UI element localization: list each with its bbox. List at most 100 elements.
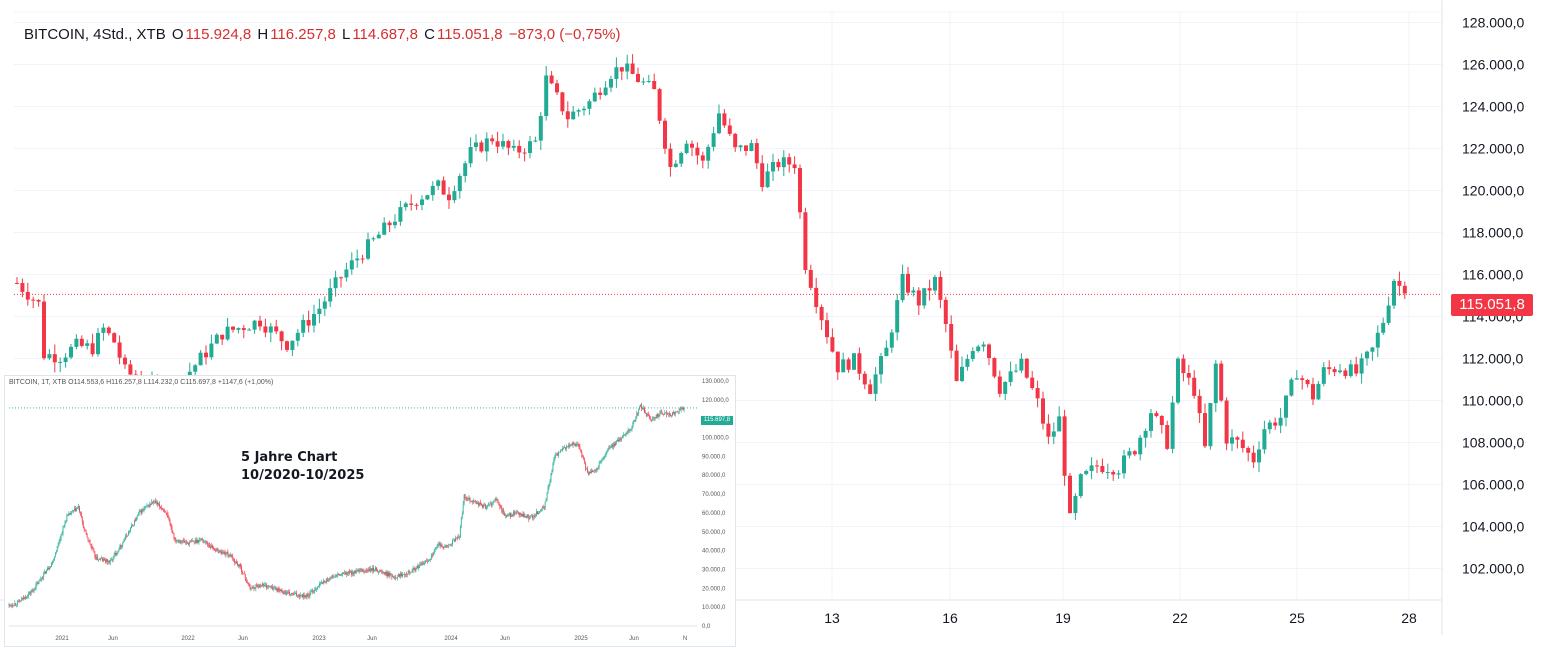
candle-body <box>781 157 786 168</box>
inset-candle-body <box>308 595 310 597</box>
inset-candle-body <box>235 561 237 563</box>
inset-candle-body <box>148 505 150 507</box>
inset-candle-body <box>370 568 372 572</box>
candle-body <box>376 234 381 239</box>
inset-candle-body <box>668 413 670 415</box>
inset-candle-body <box>409 572 411 573</box>
inset-candle-body <box>398 574 399 577</box>
inset-candle-body <box>236 561 237 563</box>
inset-candle-body <box>258 585 260 588</box>
inset-candle-body <box>189 541 191 542</box>
inset-x-tick-label: Jun <box>108 636 118 642</box>
inset-candle-body <box>375 567 376 571</box>
candle-body <box>922 288 927 306</box>
candle-body <box>1170 402 1175 449</box>
inset-candle-body <box>41 578 43 580</box>
inset-candle-body <box>105 559 106 562</box>
inset-candle-body <box>242 573 244 574</box>
inset-candle-body <box>635 417 637 421</box>
candle-body <box>290 340 295 350</box>
inset-candle-body <box>58 541 60 544</box>
inset-candle-body <box>43 573 45 579</box>
inset-candle-body <box>245 578 247 581</box>
candle-body <box>663 120 667 149</box>
inset-candle-body <box>234 559 236 563</box>
inset-candle-body <box>284 591 286 593</box>
high-key: H <box>257 26 269 43</box>
inset-candlestick-chart: 0,0 10.000,0 20.000,0 30.000,0 40.000,0 50.00… <box>8 379 729 642</box>
inset-candle-body <box>99 558 101 560</box>
inset-candle-body <box>633 420 635 422</box>
candle-body <box>517 145 522 153</box>
inset-candle-body <box>470 500 472 502</box>
inset-candle-body <box>238 565 239 567</box>
candle-body <box>42 301 46 359</box>
inset-candle-body <box>225 553 227 555</box>
inset-candle-body <box>681 407 683 409</box>
candle-body <box>69 346 73 358</box>
inset-candle-body <box>464 494 466 498</box>
inset-candle-body <box>101 558 102 560</box>
candle-body <box>1278 417 1283 426</box>
inset-candle-body <box>463 494 465 504</box>
candle-body <box>690 143 694 148</box>
candle-body <box>938 276 943 300</box>
inset-candle-body <box>135 517 137 522</box>
inset-candle-body <box>474 500 476 502</box>
inset-candle-body <box>394 577 396 579</box>
inset-y-tick-label: 20.000,0 <box>702 586 726 592</box>
x-tick-label: 19 <box>1055 610 1071 626</box>
candle-body <box>1159 416 1164 426</box>
inset-candle-body <box>329 577 331 581</box>
inset-candle-body <box>642 408 643 410</box>
inset-candle-body <box>299 594 301 597</box>
inset-candle-body <box>37 583 39 585</box>
inset-candle-body <box>493 500 495 502</box>
inset-candle-body <box>129 531 130 532</box>
inset-candle-body <box>45 571 47 574</box>
candle-body <box>204 352 208 358</box>
inset-candle-body <box>617 439 618 442</box>
inset-candle-body <box>391 574 393 578</box>
inset-candle-body <box>297 595 299 596</box>
inset-candle-body <box>158 503 159 505</box>
inset-candle-body <box>84 529 86 531</box>
inset-candle-body <box>331 575 333 578</box>
candle-body <box>900 273 905 301</box>
inset-candle-body <box>186 541 187 543</box>
candle-body <box>1267 422 1272 430</box>
inset-candle-body <box>661 411 663 415</box>
inset-candle-body <box>12 605 14 606</box>
inset-candle-body <box>638 409 640 414</box>
inset-candle-body <box>67 514 69 516</box>
inset-candle-body <box>624 434 626 436</box>
candle-body <box>814 287 819 307</box>
inset-candle-body <box>164 510 166 513</box>
inset-candle-body <box>673 412 675 414</box>
inset-candle-body <box>448 544 450 547</box>
inset-candle-body <box>354 570 356 573</box>
symbol-name: BITCOIN, 4Std., XTB <box>24 26 166 43</box>
inset-candle-body <box>619 438 621 440</box>
candle-body <box>760 163 765 188</box>
candle-body <box>447 194 451 201</box>
candle-body <box>582 108 586 111</box>
inset-candle-body <box>130 528 131 532</box>
inset-candle-body <box>50 566 51 568</box>
inset-candle-body <box>36 583 38 585</box>
inset-candle-body <box>115 553 117 555</box>
inset-candle-body <box>232 555 234 559</box>
inset-candle-body <box>106 559 108 563</box>
inset-candle-body <box>272 588 274 590</box>
symbol-legend: BITCOIN, 4Std., XTB O 115.924,8 H 116.257,… <box>24 26 623 43</box>
inset-candle-body <box>151 501 153 505</box>
inset-candle-body <box>358 570 360 572</box>
inset-candle-body <box>528 516 530 520</box>
candle-body <box>1402 285 1407 294</box>
candle-body <box>344 269 349 278</box>
candle-body <box>771 161 775 172</box>
inset-candle-body <box>430 558 431 561</box>
inset-candle-body <box>268 585 269 587</box>
inset-candle-body <box>103 558 104 561</box>
inset-candle-body <box>520 513 522 515</box>
